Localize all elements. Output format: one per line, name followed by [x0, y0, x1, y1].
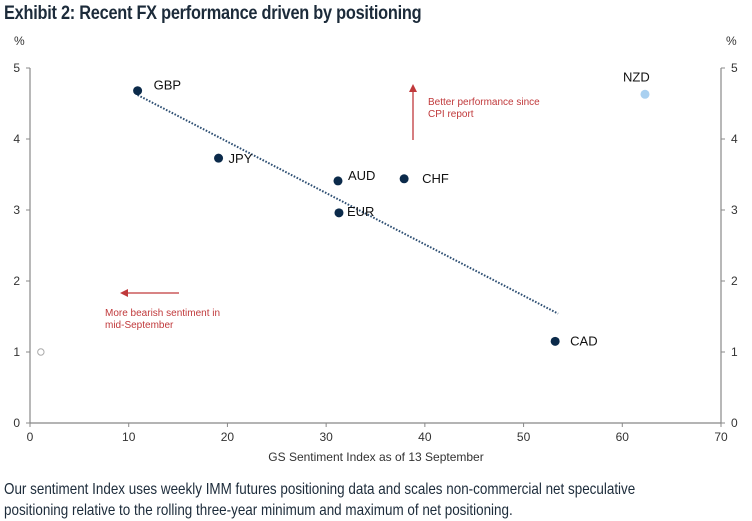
point-chf: [399, 174, 409, 184]
caption: Our sentiment Index uses weekly IMM futu…: [4, 479, 635, 521]
point-label-gbp: GBP: [154, 78, 181, 93]
point-label-eur: EUR: [347, 204, 374, 219]
x-tick-label: 70: [714, 430, 728, 444]
annotation-better-performance-line-1: Better performance since: [428, 97, 540, 108]
x-axis-label: GS Sentiment Index as of 13 September: [268, 450, 483, 464]
point-jpy: [214, 153, 224, 163]
annotation-bearish-sentiment-line-1: More bearish sentiment in: [105, 308, 220, 319]
x-tick-label: 50: [517, 430, 531, 444]
x-tick-label: 20: [221, 430, 235, 444]
y-tick-label-right: 3: [731, 203, 738, 217]
y-tick-label-left: 1: [13, 345, 20, 359]
y-axis-unit-right: %: [726, 34, 737, 48]
y-tick-label-right: 1: [731, 345, 738, 359]
y-tick-label-right: 0: [731, 416, 738, 430]
point-cad: [550, 336, 560, 346]
point-unlabeled: [37, 348, 45, 356]
point-label-nzd: NZD: [623, 69, 650, 84]
ticks: 0 01 12 23 34 45 50 10 20 30 40 50 60 70: [13, 61, 738, 444]
x-tick-label: 30: [319, 430, 333, 444]
y-tick-label-left: 4: [13, 132, 20, 146]
scatter-chart: % % GS Sentiment Index as of 13 Septembe…: [13, 34, 738, 464]
point-eur: [334, 208, 344, 218]
point-nzd: [640, 89, 650, 99]
trendline: [137, 94, 559, 315]
caption-line-1: Our sentiment Index uses weekly IMM futu…: [4, 481, 636, 498]
caption-line-2: positioning relative to the rolling thre…: [4, 502, 513, 519]
axes: [29, 68, 722, 424]
point-gbp: [133, 86, 143, 96]
y-tick-label-left: 5: [13, 61, 20, 75]
point-label-cad: CAD: [570, 333, 597, 348]
y-tick-label-right: 2: [731, 274, 738, 288]
y-tick-label-left: 3: [13, 203, 20, 217]
y-axis-unit-left: %: [14, 34, 25, 48]
trendline-group: [137, 94, 559, 315]
annotation-better-performance-line-2: CPI report: [428, 109, 474, 120]
point-label-chf: CHF: [422, 171, 449, 186]
y-tick-label-left: 0: [13, 416, 20, 430]
y-tick-label-left: 2: [13, 274, 20, 288]
point-label-aud: AUD: [348, 168, 375, 183]
x-tick-label: 10: [122, 430, 136, 444]
y-tick-label-right: 4: [731, 132, 738, 146]
point-aud: [333, 176, 343, 186]
chart-title: Exhibit 2: Recent FX performance driven …: [4, 3, 422, 24]
x-tick-label: 60: [616, 430, 630, 444]
points: GBP JPY AUD CHF EUR CAD NZD: [37, 69, 650, 356]
y-tick-label-right: 5: [731, 61, 738, 75]
x-tick-label: 0: [27, 430, 34, 444]
annotation-bearish-sentiment-line-2: mid-September: [105, 320, 174, 331]
x-tick-label: 40: [418, 430, 432, 444]
point-label-jpy: JPY: [229, 151, 253, 166]
